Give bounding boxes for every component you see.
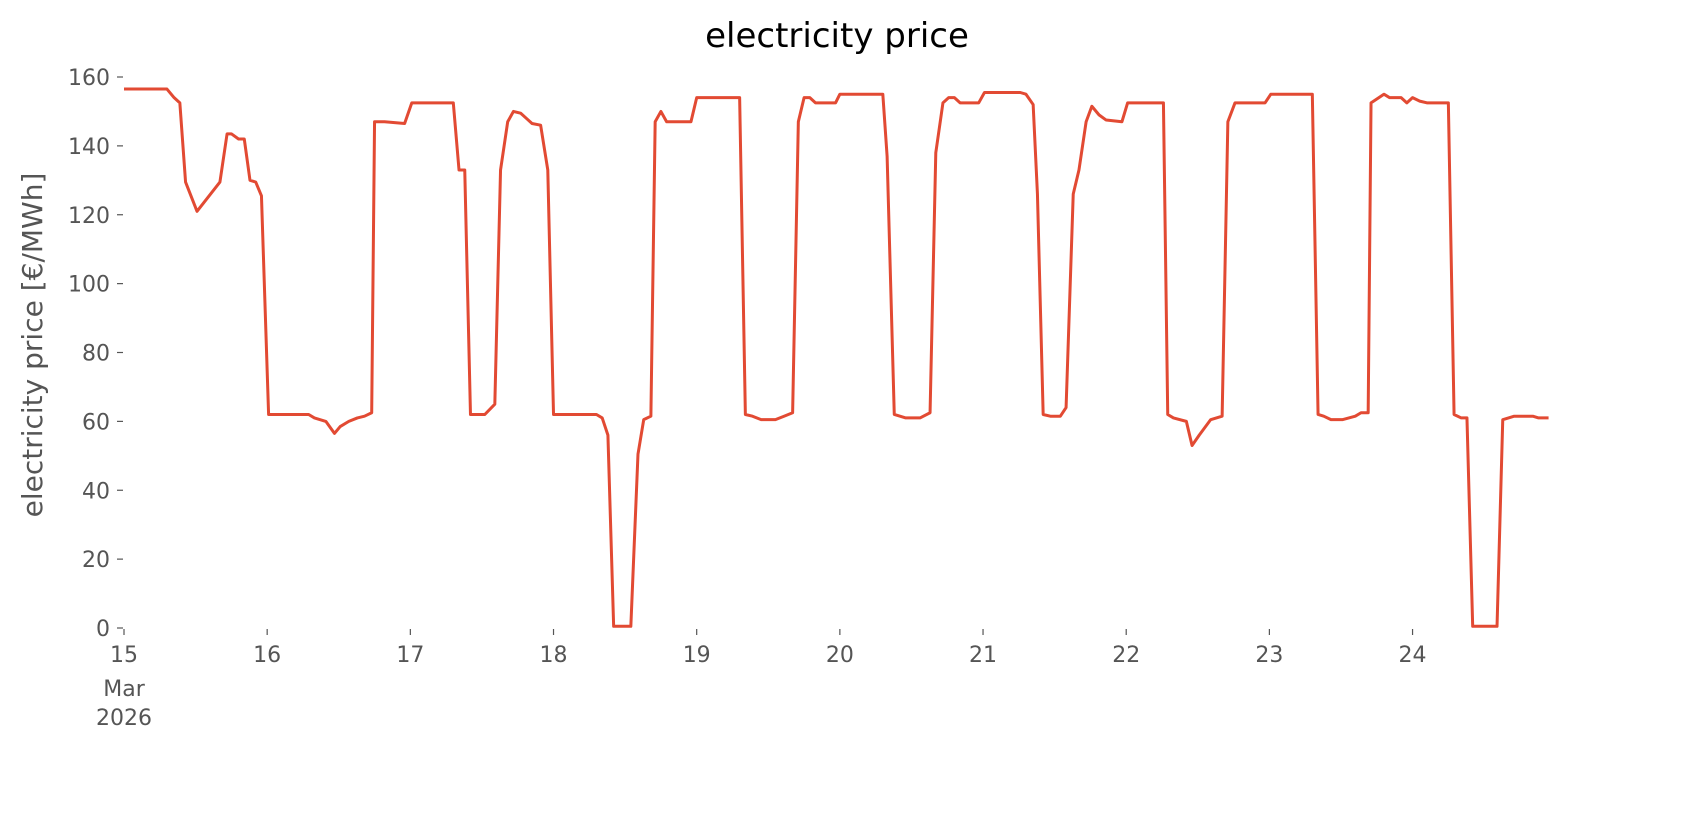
x-tick-label: 24 bbox=[1399, 643, 1427, 668]
x-tick-label: 22 bbox=[1112, 643, 1140, 668]
price-line bbox=[124, 87, 1549, 628]
y-axis-title: electricity price [€/MWh] bbox=[16, 173, 49, 518]
x-tick-label: 20 bbox=[826, 643, 854, 668]
y-tick-label: 0 bbox=[96, 617, 110, 642]
y-tick-label: 40 bbox=[82, 479, 110, 504]
y-tick-label: 120 bbox=[68, 204, 110, 229]
x-year-label: 2026 bbox=[96, 706, 152, 731]
y-tick-label: 20 bbox=[82, 548, 110, 573]
x-tick-label: 23 bbox=[1255, 643, 1283, 668]
x-month-label: Mar bbox=[103, 677, 145, 702]
y-tick-label: 140 bbox=[68, 135, 110, 160]
y-tick-label: 160 bbox=[68, 66, 110, 91]
y-tick-label: 60 bbox=[82, 410, 110, 435]
x-tick-label: 21 bbox=[969, 643, 997, 668]
x-tick-label: 15 bbox=[110, 643, 138, 668]
x-tick-label: 17 bbox=[396, 643, 424, 668]
x-tick-label: 18 bbox=[540, 643, 568, 668]
y-tick-label: 100 bbox=[68, 273, 110, 298]
y-tick-label: 80 bbox=[82, 342, 110, 367]
x-tick-label: 16 bbox=[253, 643, 281, 668]
x-tick-label: 19 bbox=[683, 643, 711, 668]
chart-title: electricity price bbox=[705, 16, 969, 56]
